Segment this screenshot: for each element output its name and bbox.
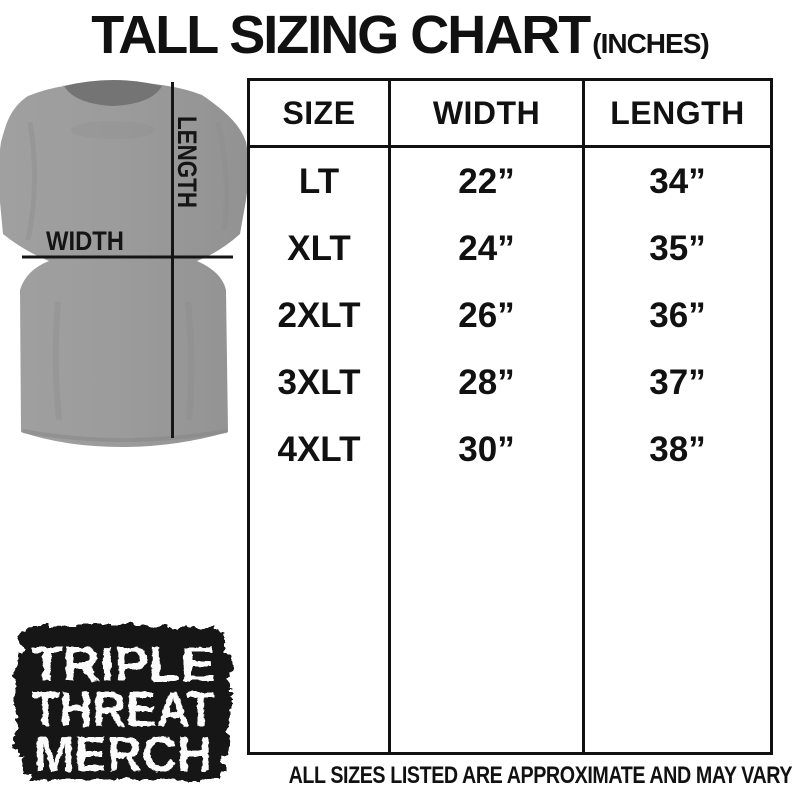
width-axis-label: WIDTH (46, 226, 124, 256)
disclaimer-text: ALL SIZES LISTED ARE APPROXIMATE AND MAY… (288, 762, 793, 789)
title-units: (INCHES) (592, 28, 709, 59)
tshirt-measurement-diagram: LENGTH WIDTH (0, 80, 248, 447)
width-cell: 26” (458, 295, 515, 335)
column-header-length: LENGTH (585, 81, 770, 148)
logo-background (16, 626, 230, 780)
column-filler (585, 483, 770, 752)
tshirt-collar (62, 80, 164, 139)
logo-word-threat: THREAT (31, 683, 215, 737)
size-table: SIZE LT XLT 2XLT 3XLT 4XLT WIDTH 22” 24”… (247, 78, 773, 755)
size-cell: XLT (287, 228, 351, 268)
size-cell: 4XLT (277, 429, 361, 469)
column-header-size: SIZE (250, 81, 388, 148)
page-title: TALL SIZING CHART (INCHES) (0, 4, 800, 66)
triple-threat-merch-logo: TRIPLE THREAT MERCH (16, 626, 230, 782)
width-cell: 22” (458, 161, 515, 201)
length-column: LENGTH 34” 35” 36” 37” 38” (585, 81, 770, 752)
width-cell: 24” (458, 228, 515, 268)
column-filler (250, 483, 388, 752)
size-cell: LT (298, 161, 340, 201)
tshirt-graphic (0, 82, 248, 447)
size-cell: 3XLT (277, 362, 361, 402)
column-filler (391, 483, 582, 752)
width-cell: 30” (458, 429, 515, 469)
length-axis-label: LENGTH (172, 116, 202, 208)
logo-word-triple: TRIPLE (31, 638, 215, 692)
length-cell: 37” (649, 362, 706, 402)
size-column: SIZE LT XLT 2XLT 3XLT 4XLT (250, 81, 388, 752)
logo-word-merch: MERCH (34, 728, 212, 782)
tshirt-hem-shading (22, 429, 228, 442)
tshirt-creases (25, 121, 229, 421)
title-text: TALL SIZING CHART (91, 5, 591, 65)
length-cell: 36” (649, 295, 706, 335)
width-cell: 28” (458, 362, 515, 402)
length-cell: 35” (649, 228, 706, 268)
size-cell: 2XLT (277, 295, 361, 335)
column-header-width: WIDTH (391, 81, 582, 148)
width-column: WIDTH 22” 24” 26” 28” 30” (391, 81, 582, 752)
length-cell: 34” (649, 161, 706, 201)
length-cell: 38” (649, 429, 706, 469)
